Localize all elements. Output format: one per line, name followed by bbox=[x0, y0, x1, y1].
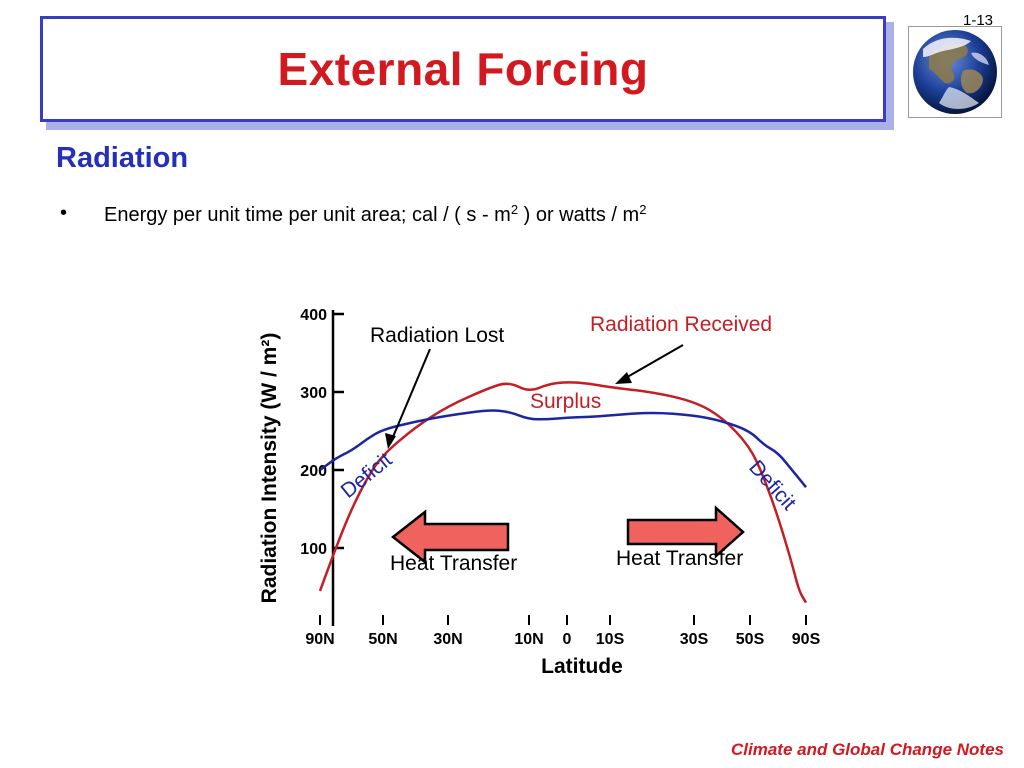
radiation-received-arrowhead bbox=[615, 372, 632, 384]
footer-note: Climate and Global Change Notes bbox=[731, 740, 1004, 759]
x-tick-label: 90N bbox=[305, 631, 334, 648]
series-layer bbox=[318, 381, 808, 604]
y-tick-label: 400 bbox=[300, 307, 327, 324]
x-tick-label: 10S bbox=[596, 631, 625, 648]
radiation-chart: 100 200 300 400 90N 50N 30N 10N 0 10S 30S 50S 90S R… bbox=[250, 296, 840, 701]
x-tick-label: 50S bbox=[736, 631, 765, 648]
surplus-label: Surplus bbox=[530, 390, 601, 413]
heat-transfer-left-label: Heat Transfer bbox=[390, 552, 517, 575]
x-ticks: 90N 50N 30N 10N 0 10S 30S 50S 90S bbox=[305, 615, 821, 648]
bullet-text-part: ) or watts / m bbox=[518, 204, 640, 226]
deficit-right-label: Deficit bbox=[744, 456, 800, 515]
x-tick-label: 30N bbox=[433, 631, 462, 648]
slide-title: External Forcing bbox=[277, 43, 649, 95]
radiation-chart-svg: 100 200 300 400 90N 50N 30N 10N 0 10S 30S 50S 90S R… bbox=[258, 307, 821, 678]
x-tick-label: 90S bbox=[792, 631, 821, 648]
earth-globe-icon bbox=[908, 26, 1002, 118]
bullet-text: Energy per unit time per unit area; cal … bbox=[104, 202, 646, 227]
x-tick-label: 50N bbox=[368, 631, 397, 648]
radiation-lost-line bbox=[319, 409, 807, 488]
radiation-received-line bbox=[318, 381, 808, 604]
bullet-text-part: Energy per unit time per unit area; cal … bbox=[104, 204, 511, 226]
title-box: External Forcing bbox=[40, 16, 886, 122]
heat-transfer-left-arrow bbox=[390, 509, 510, 565]
heat-transfer-right-label: Heat Transfer bbox=[616, 547, 743, 570]
superscript: 2 bbox=[639, 202, 647, 217]
radiation-received-label: Radiation Received bbox=[590, 313, 772, 336]
y-tick-label: 300 bbox=[300, 385, 327, 402]
section-heading: Radiation bbox=[56, 142, 189, 174]
radiation-lost-label: Radiation Lost bbox=[370, 324, 504, 347]
x-tick-label: 30S bbox=[680, 631, 709, 648]
x-tick-label: 0 bbox=[563, 631, 572, 648]
x-axis-label: Latitude bbox=[541, 655, 623, 678]
heat-transfer-right-arrow bbox=[626, 505, 745, 559]
radiation-lost-arrowhead bbox=[385, 433, 396, 449]
deficit-left-label: Deficit bbox=[337, 448, 397, 503]
x-tick-label: 10N bbox=[514, 631, 543, 648]
y-tick-label: 100 bbox=[300, 541, 327, 558]
slide-number: 1-13 bbox=[963, 12, 994, 29]
radiation-received-pointer bbox=[621, 344, 684, 381]
bullet-marker: • bbox=[60, 202, 68, 224]
y-tick-label: 200 bbox=[300, 463, 327, 480]
radiation-lost-pointer bbox=[389, 348, 431, 445]
superscript: 2 bbox=[510, 202, 519, 217]
y-ticks: 100 200 300 400 bbox=[300, 307, 344, 558]
y-axis-label: Radiation Intensity (W / m²) bbox=[258, 333, 281, 604]
